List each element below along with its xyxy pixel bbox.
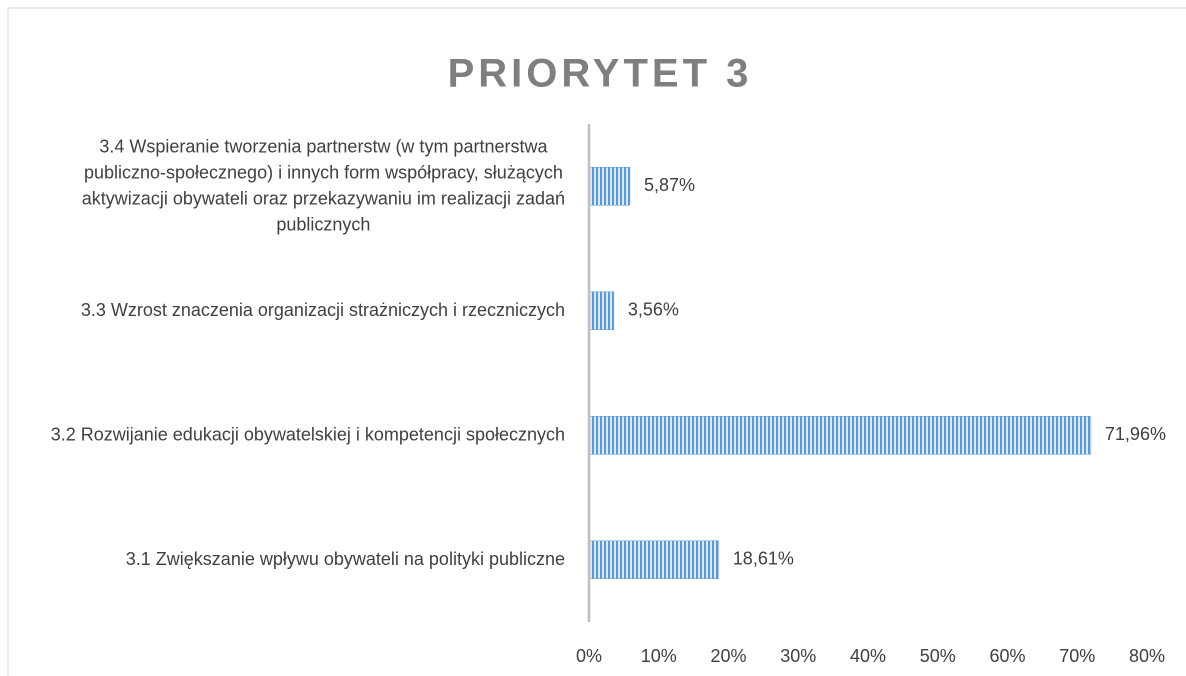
x-tick-label: 10% xyxy=(641,646,677,666)
x-tick-label: 40% xyxy=(850,646,886,666)
x-tick-label: 80% xyxy=(1129,646,1165,666)
y-tick-label: 3.2 Rozwijanie edukacji obywatelskiej i … xyxy=(51,424,565,444)
y-tick-label: 3.4 Wspieranie tworzenia partnerstw (w t… xyxy=(82,136,565,234)
x-tick-label: 70% xyxy=(1059,646,1095,666)
data-label: 18,61% xyxy=(733,549,794,569)
data-label: 71,96% xyxy=(1105,424,1166,444)
x-tick-label: 0% xyxy=(576,646,602,666)
x-tick-label: 50% xyxy=(920,646,956,666)
y-tick-label: 3.1 Zwiększanie wpływu obywateli na poli… xyxy=(126,549,565,569)
bar xyxy=(588,540,720,579)
bar xyxy=(588,291,615,330)
bar xyxy=(588,416,1092,455)
bar xyxy=(588,167,631,206)
chart-title: PRIORYTET 3 xyxy=(448,52,753,96)
y-tick-label: 3.3 Wzrost znaczenia organizacji strażni… xyxy=(81,300,565,320)
x-tick-label: 30% xyxy=(780,646,816,666)
x-tick-label: 20% xyxy=(710,646,746,666)
x-tick-label: 60% xyxy=(989,646,1025,666)
data-label: 5,87% xyxy=(644,175,695,195)
chart-border xyxy=(7,7,1186,676)
data-label: 3,56% xyxy=(628,300,679,320)
